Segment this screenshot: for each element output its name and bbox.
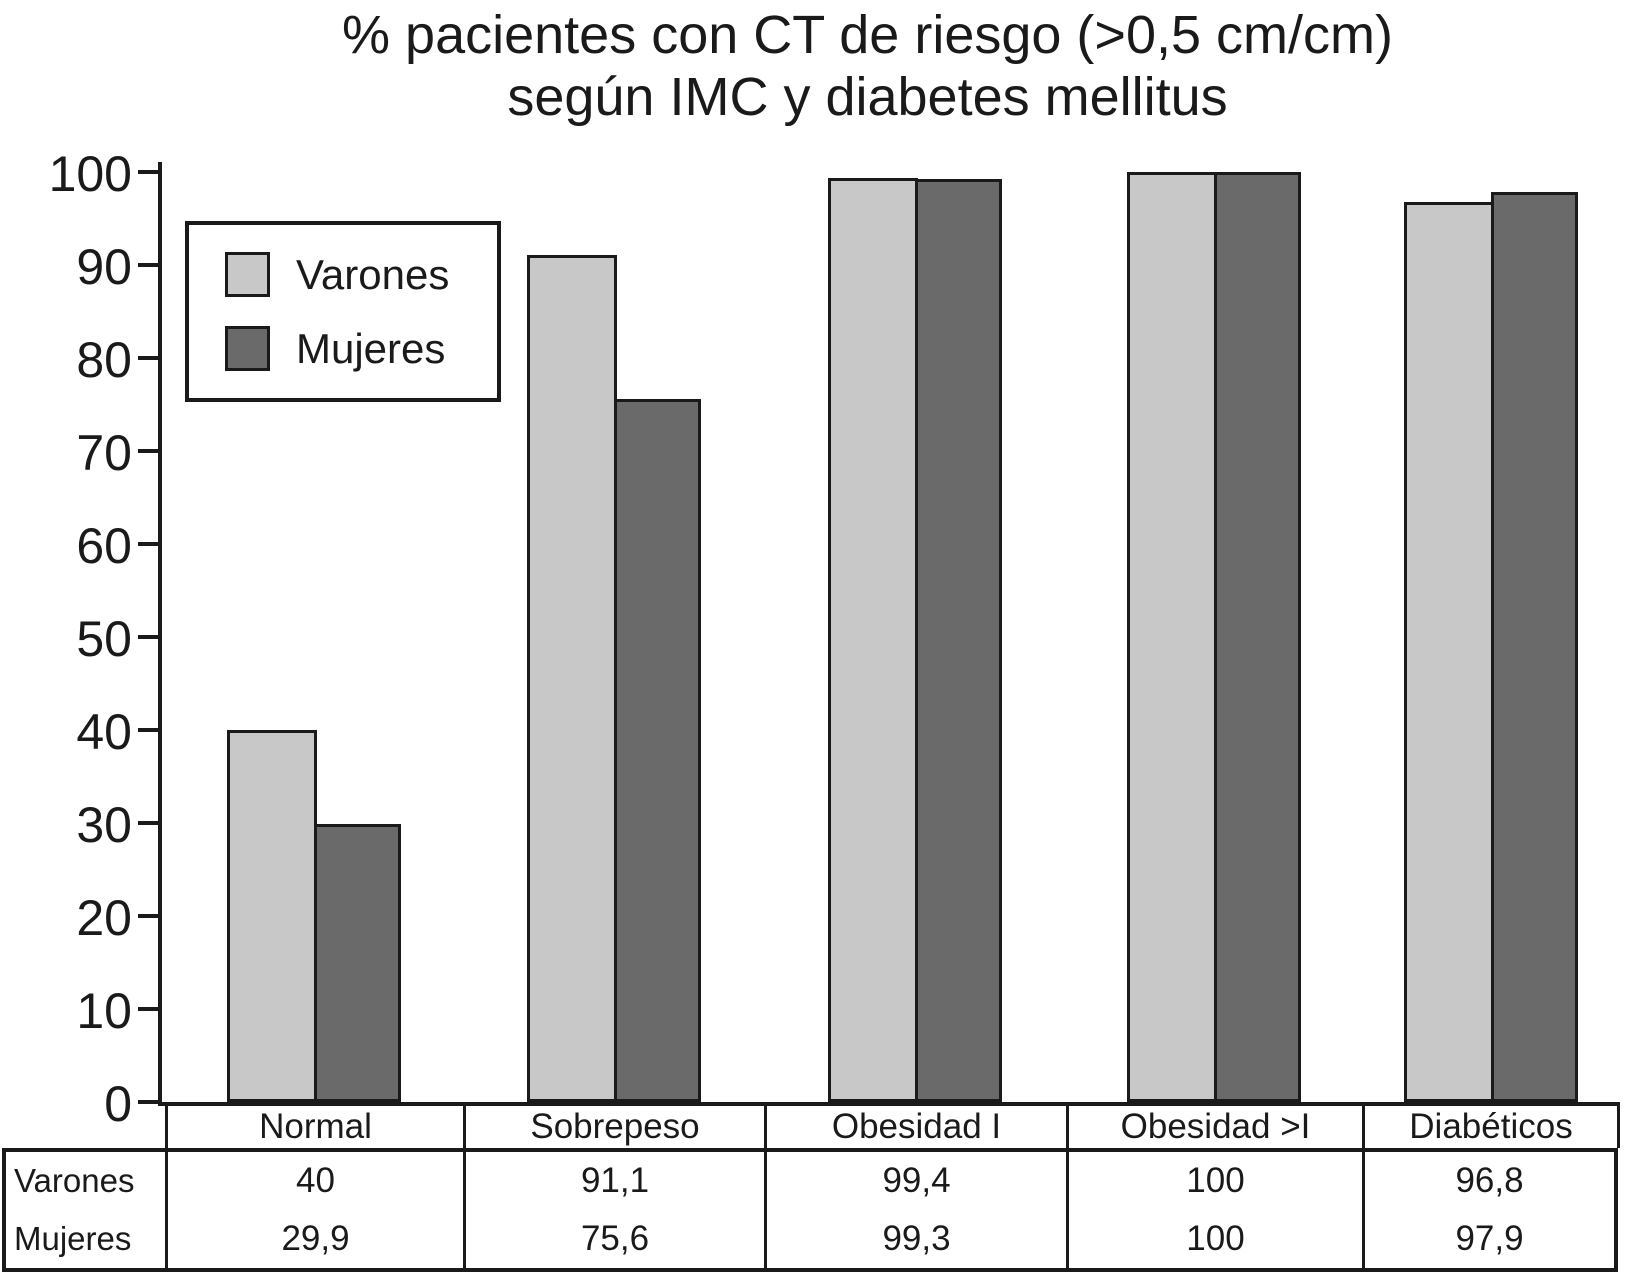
bar-mujeres-normal	[314, 824, 401, 1102]
legend-swatch-varones	[225, 252, 270, 297]
y-tick-label-90: 90	[76, 239, 132, 295]
table-cell-mujeres-obesidad-gt-i: 100	[1069, 1210, 1365, 1268]
bar-varones-obesidad-gt-i	[1127, 172, 1217, 1102]
table-cell-varones-normal: 40	[168, 1152, 466, 1210]
y-tick-label-20: 20	[76, 890, 132, 946]
y-tick-mark-30	[138, 821, 160, 825]
y-tick-mark-70	[138, 449, 160, 453]
y-tick-mark-0	[138, 1100, 160, 1104]
y-tick-mark-20	[138, 914, 160, 918]
chart-title: % pacientes con CT de riesgo (>0,5 cm/cm…	[120, 4, 1615, 128]
table-cell-varones-obesidad-gt-i: 100	[1069, 1152, 1365, 1210]
category-header-obesidad-i: Obesidad I	[767, 1106, 1069, 1148]
data-table: Varones 40 91,1 99,4 100 96,8 Mujeres 29,9 75,6 9…	[2, 1148, 1618, 1272]
table-cell-mujeres-normal: 29,9	[168, 1210, 466, 1268]
y-tick-mark-50	[138, 635, 160, 639]
y-tick-mark-40	[138, 728, 160, 732]
table-cell-mujeres-diabeticos: 97,9	[1455, 1219, 1524, 1258]
y-tick-label-70: 70	[76, 425, 132, 481]
legend-label-varones: Varones	[296, 250, 450, 298]
bar-mujeres-diabeticos	[1491, 192, 1578, 1102]
y-tick-mark-60	[138, 542, 160, 546]
category-header-diabeticos: Diabéticos	[1409, 1107, 1573, 1146]
y-tick-mark-100	[138, 170, 160, 174]
y-tick-mark-90	[138, 263, 160, 267]
bar-mujeres-obesidad-i	[915, 179, 1002, 1102]
legend-swatch-mujeres	[225, 326, 270, 371]
category-header-sobrepeso: Sobrepeso	[466, 1106, 767, 1148]
y-tick-mark-80	[138, 356, 160, 360]
legend-box: Varones Mujeres	[185, 221, 501, 402]
table-cell-varones-diabeticos: 96,8	[1455, 1161, 1524, 1200]
bar-varones-obesidad-i	[828, 178, 918, 1102]
bar-varones-normal	[227, 730, 317, 1102]
legend-label-mujeres: Mujeres	[296, 324, 446, 372]
table-row-header-mujeres: Mujeres	[6, 1210, 168, 1268]
y-tick-label-40: 40	[76, 704, 132, 760]
legend-item-mujeres: Mujeres	[225, 325, 497, 373]
chart-title-line2: según IMC y diabetes mellitus	[507, 67, 1228, 127]
category-header-normal: Normal	[168, 1106, 466, 1148]
y-tick-label-100: 100	[48, 146, 132, 202]
table-cell-mujeres-sobrepeso: 75,6	[466, 1210, 767, 1268]
category-header-row: Normal Sobrepeso Obesidad I Obesidad >I Diab…	[165, 1102, 1620, 1148]
y-tick-label-60: 60	[76, 518, 132, 574]
y-axis-line	[158, 162, 162, 1106]
legend-item-varones: Varones	[225, 251, 497, 299]
bar-varones-diabeticos	[1404, 202, 1494, 1102]
table-cell-varones-obesidad-i: 99,4	[767, 1152, 1069, 1210]
category-header-obesidad-gt-i: Obesidad >I	[1069, 1106, 1365, 1148]
bar-varones-sobrepeso	[526, 255, 617, 1102]
table-row-header-varones: Varones	[6, 1152, 168, 1210]
chart-title-line1: % pacientes con CT de riesgo (>0,5 cm/cm…	[342, 5, 1393, 65]
bar-mujeres-obesidad-gt-i	[1214, 172, 1301, 1102]
y-tick-label-50: 50	[76, 611, 132, 667]
y-tick-mark-10	[138, 1007, 160, 1011]
table-cell-varones-sobrepeso: 91,1	[466, 1152, 767, 1210]
y-tick-label-30: 30	[76, 797, 132, 853]
bar-mujeres-sobrepeso	[613, 399, 701, 1102]
y-tick-label-10: 10	[76, 983, 132, 1039]
table-cell-mujeres-obesidad-i: 99,3	[767, 1210, 1069, 1268]
x-axis-baseline	[158, 1102, 170, 1106]
y-tick-label-80: 80	[76, 332, 132, 388]
y-tick-label-0: 0	[104, 1076, 132, 1132]
